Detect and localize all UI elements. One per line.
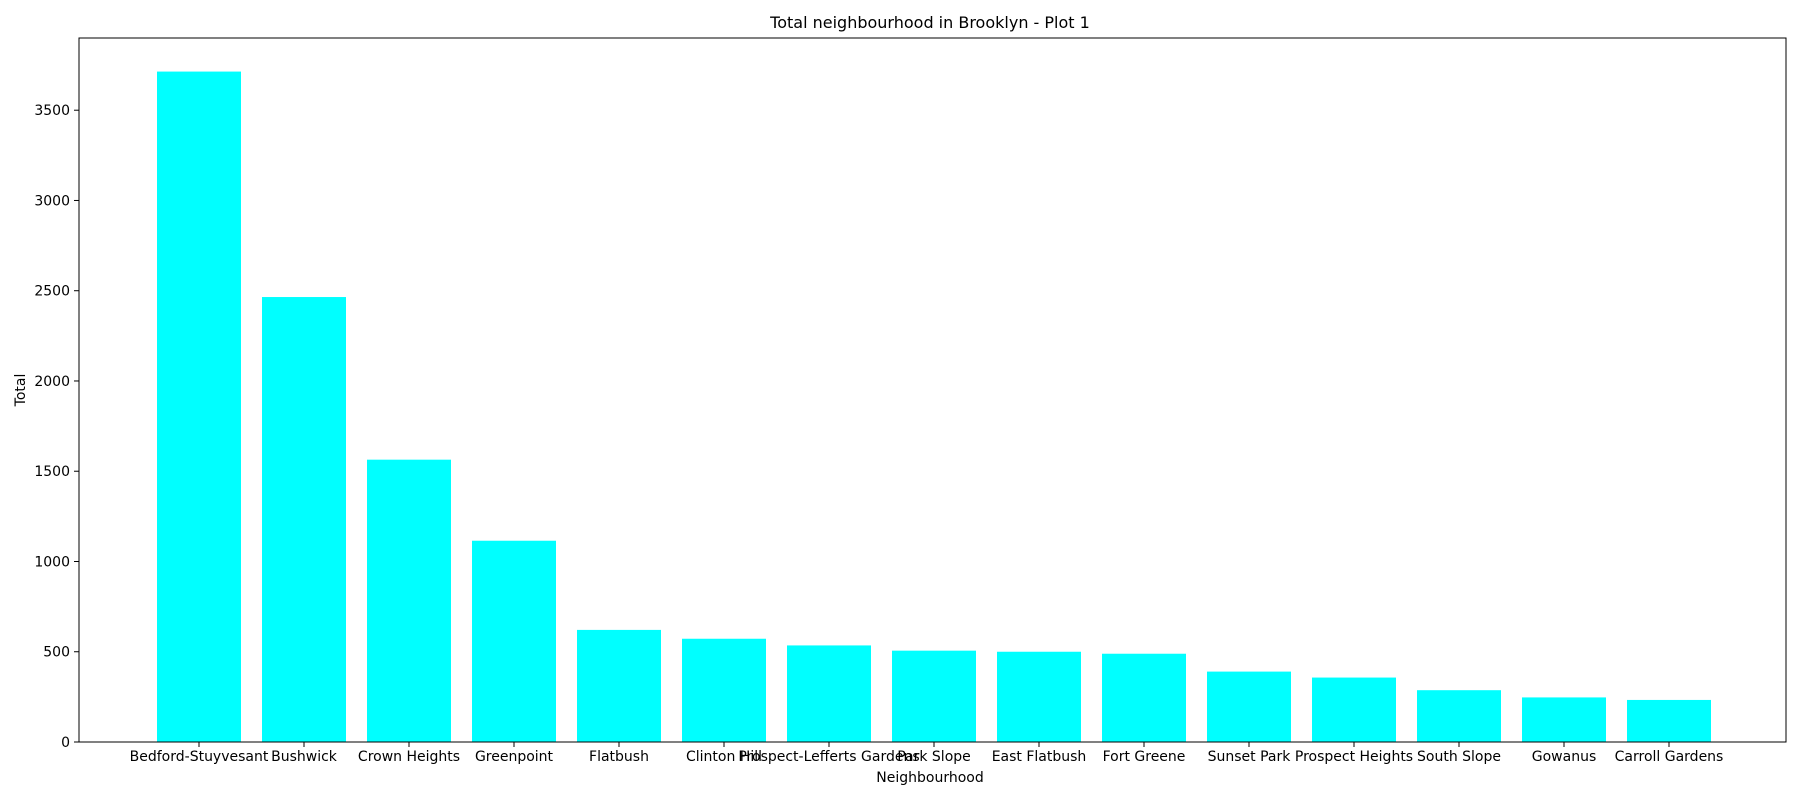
y-axis-label: Total [13, 374, 29, 408]
x-tick-label: Bushwick [271, 749, 338, 765]
bar-prospect-lefferts-gardens [787, 645, 871, 742]
x-tick-label: Crown Heights [358, 749, 460, 765]
x-tick-label: Clinton Hill [686, 749, 762, 765]
y-tick-label: 1000 [34, 554, 70, 570]
y-tick-label: 500 [43, 645, 70, 661]
y-tick-label: 2000 [34, 374, 70, 390]
bar-prospect-heights [1312, 677, 1396, 742]
y-axis: 0 500 1000 1500 2000 2500 3000 3500 [34, 103, 79, 751]
x-tick-label: Greenpoint [475, 749, 554, 765]
bar-gowanus [1522, 697, 1606, 742]
y-tick-label: 1500 [34, 464, 70, 480]
x-axis-label: Neighbourhood [876, 770, 983, 786]
bar-clinton-hill [682, 638, 766, 742]
y-tick-label: 2500 [34, 284, 70, 300]
x-tick-label: South Slope [1417, 749, 1501, 765]
x-tick-label: Prospect Heights [1295, 749, 1413, 765]
x-tick-label: East Flatbush [992, 749, 1087, 765]
x-tick-label: Fort Greene [1103, 749, 1186, 765]
bar-flatbush [577, 629, 661, 742]
x-axis: Bedford-Stuyvesant Bushwick Crown Heights G… [130, 742, 1724, 765]
x-tick-label: Carroll Gardens [1615, 749, 1724, 765]
x-tick-label: Park Slope [897, 749, 971, 765]
bar-bedford-stuyvesant [157, 71, 241, 743]
bar-crown-heights [367, 459, 451, 742]
chart-title: Total neighbourhood in Brooklyn - Plot 1 [769, 13, 1090, 32]
bar-sunset-park [1207, 671, 1291, 742]
x-tick-label: Bedford-Stuyvesant [130, 749, 269, 765]
x-tick-label: Prospect-Lefferts Gardens [738, 749, 919, 765]
y-tick-label: 3000 [34, 193, 70, 209]
bar-bushwick [262, 297, 346, 742]
bar-carroll-gardens [1627, 699, 1711, 742]
bar-park-slope [892, 650, 976, 742]
bars-layer [157, 71, 1711, 743]
x-tick-label: Flatbush [589, 749, 649, 765]
bar-south-slope [1417, 690, 1501, 742]
bar-east-flatbush [997, 651, 1081, 742]
plot-frame [78, 37, 1787, 743]
bar-greenpoint [472, 540, 556, 742]
bar-fort-greene [1102, 653, 1186, 742]
y-tick-label: 3500 [34, 103, 70, 119]
x-tick-label: Gowanus [1532, 749, 1596, 765]
x-tick-label: Sunset Park [1208, 749, 1292, 765]
y-tick-label: 0 [61, 735, 70, 751]
